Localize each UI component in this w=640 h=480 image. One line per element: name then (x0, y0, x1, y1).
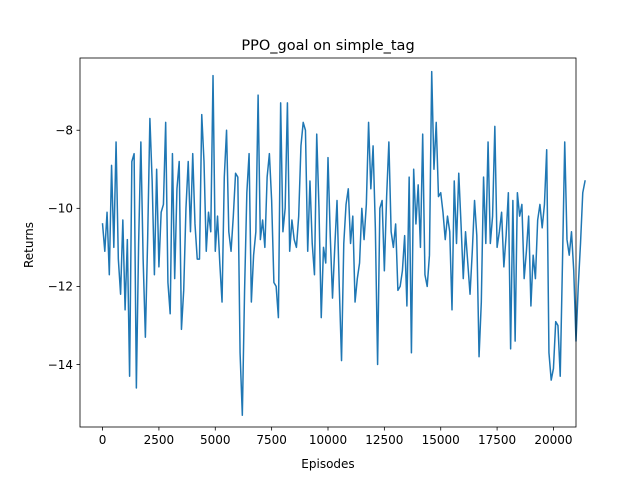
y-axis-ticks: −14 −12 −10 −8 (48, 124, 80, 372)
x-tick-label: 10000 (309, 433, 347, 447)
x-tick-label: 0 (99, 433, 107, 447)
y-tick-label: −14 (48, 358, 73, 372)
x-axis-ticks: 0 2500 5000 7500 10000 12500 15000 17500 20000 (99, 427, 573, 447)
y-tick-label: −10 (48, 202, 73, 216)
x-tick-label: 12500 (365, 433, 403, 447)
y-tick-label: −8 (55, 124, 73, 138)
x-tick-label: 5000 (200, 433, 231, 447)
series-line-1 (101, 70, 586, 417)
x-tick-label: 2500 (144, 433, 175, 447)
x-axis-label: Episodes (301, 457, 354, 471)
x-tick-label: 15000 (422, 433, 460, 447)
x-tick-label: 7500 (256, 433, 287, 447)
chart-title: PPO_goal on simple_tag (241, 38, 414, 54)
y-axis-label: Returns (22, 222, 36, 268)
x-tick-label: 20000 (534, 433, 572, 447)
x-tick-label: 17500 (478, 433, 516, 447)
y-tick-label: −12 (48, 280, 73, 294)
